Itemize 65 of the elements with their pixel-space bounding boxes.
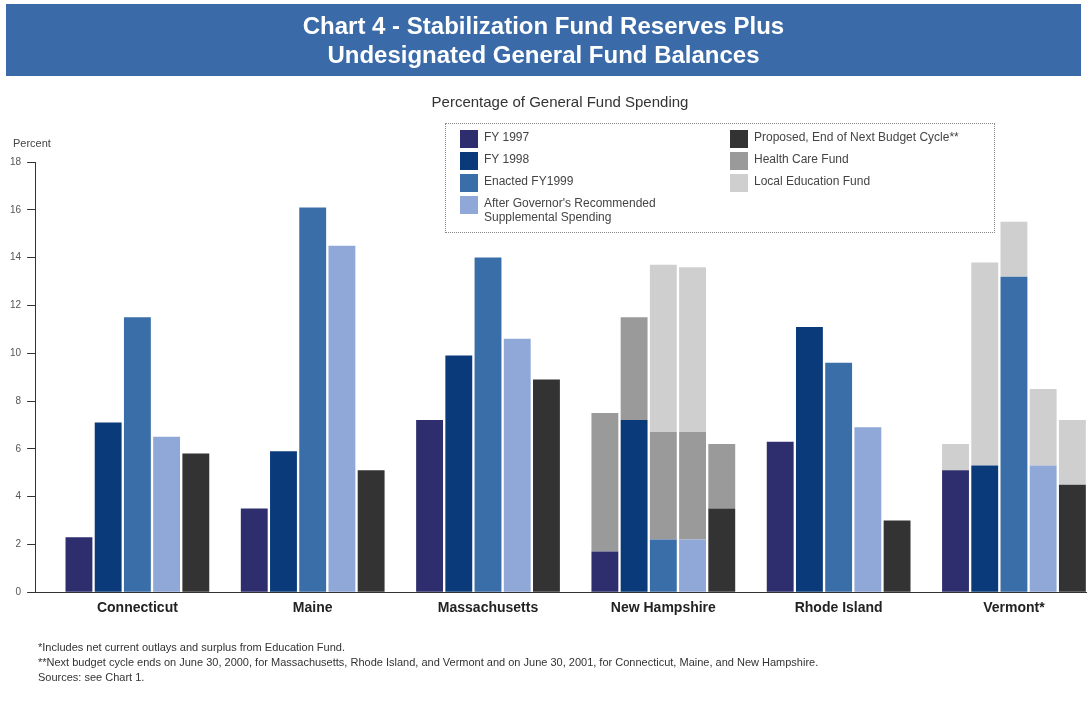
legend-label: FY 1998 bbox=[484, 152, 530, 166]
legend-label: Proposed, End of Next Budget Cycle** bbox=[754, 130, 959, 144]
y-tick-label: 14 bbox=[10, 251, 22, 263]
bar bbox=[240, 508, 268, 592]
x-tick-label: Vermont* bbox=[983, 599, 1046, 616]
y-tick-label: 10 bbox=[10, 346, 22, 358]
bar bbox=[649, 539, 677, 592]
text: **Next budget cycle ends on June 30, 2000, for Massachusetts, Rhode Island, and Vermont and on June 30, 2001, for Connecticut, Maine, and New Hampshire. bbox=[38, 655, 820, 670]
bar bbox=[649, 264, 677, 433]
bar bbox=[679, 539, 706, 592]
bar bbox=[942, 444, 969, 471]
bar bbox=[299, 207, 327, 592]
y-tick-label: 6 bbox=[15, 442, 22, 454]
x-tick-label: New Hampshire bbox=[610, 599, 717, 616]
bar bbox=[65, 537, 93, 592]
legend-label: Local Education Fund bbox=[754, 174, 871, 188]
bar bbox=[591, 412, 619, 552]
bar bbox=[679, 267, 706, 433]
bar bbox=[971, 262, 999, 466]
y-tick-label: 18 bbox=[10, 155, 22, 167]
bar bbox=[620, 317, 648, 421]
bar bbox=[1029, 465, 1057, 592]
bar bbox=[474, 257, 502, 592]
bar bbox=[708, 444, 736, 509]
x-tick-label: Massachusetts bbox=[437, 599, 539, 616]
bar bbox=[649, 432, 677, 540]
y-tick-label: 0 bbox=[15, 585, 22, 597]
y-axis-title: Percent bbox=[13, 137, 51, 149]
source-note: Sources: see Chart 1. bbox=[38, 670, 146, 685]
x-tick-label: Maine bbox=[292, 599, 333, 616]
bar bbox=[620, 420, 648, 592]
y-tick-label: 4 bbox=[15, 490, 22, 502]
bar bbox=[94, 422, 122, 592]
bar bbox=[416, 420, 444, 592]
legend-label: FY 1997 bbox=[484, 130, 530, 144]
bar bbox=[1029, 389, 1057, 466]
bar bbox=[1058, 420, 1086, 485]
y-tick-label: 8 bbox=[15, 394, 22, 406]
bar bbox=[328, 245, 356, 592]
bar bbox=[679, 432, 706, 540]
bar bbox=[825, 362, 853, 592]
bar bbox=[270, 451, 297, 592]
bar bbox=[766, 441, 794, 592]
y-tick-label: 16 bbox=[10, 203, 22, 215]
text: *Includes net current outlays and surplus from Education Fund. bbox=[38, 640, 346, 655]
bar bbox=[942, 470, 969, 592]
bar bbox=[795, 326, 823, 592]
legend-label: Health Care Fund bbox=[754, 152, 849, 166]
bar bbox=[591, 551, 619, 592]
bar bbox=[1000, 276, 1028, 592]
legend-label: After Governor's Recommended Supplemental Spending bbox=[484, 196, 657, 224]
bar bbox=[153, 436, 181, 592]
bar bbox=[854, 427, 882, 592]
bar bbox=[971, 465, 999, 592]
x-tick-label: Connecticut bbox=[96, 599, 179, 616]
bar bbox=[445, 355, 473, 592]
bar bbox=[123, 317, 151, 592]
chart-title: Chart 4 - Stabilization Fund Reserves Plus Undesignated General Fund Balances bbox=[301, 11, 786, 69]
chart-subtitle: Percentage of General Fund Spending bbox=[430, 93, 690, 110]
bar bbox=[1000, 221, 1028, 277]
bar bbox=[503, 338, 531, 592]
x-tick-label: Rhode Island bbox=[794, 599, 883, 616]
y-tick-label: 2 bbox=[15, 538, 22, 550]
y-tick-label: 12 bbox=[10, 299, 22, 311]
legend-label: Enacted FY1999 bbox=[484, 174, 574, 188]
